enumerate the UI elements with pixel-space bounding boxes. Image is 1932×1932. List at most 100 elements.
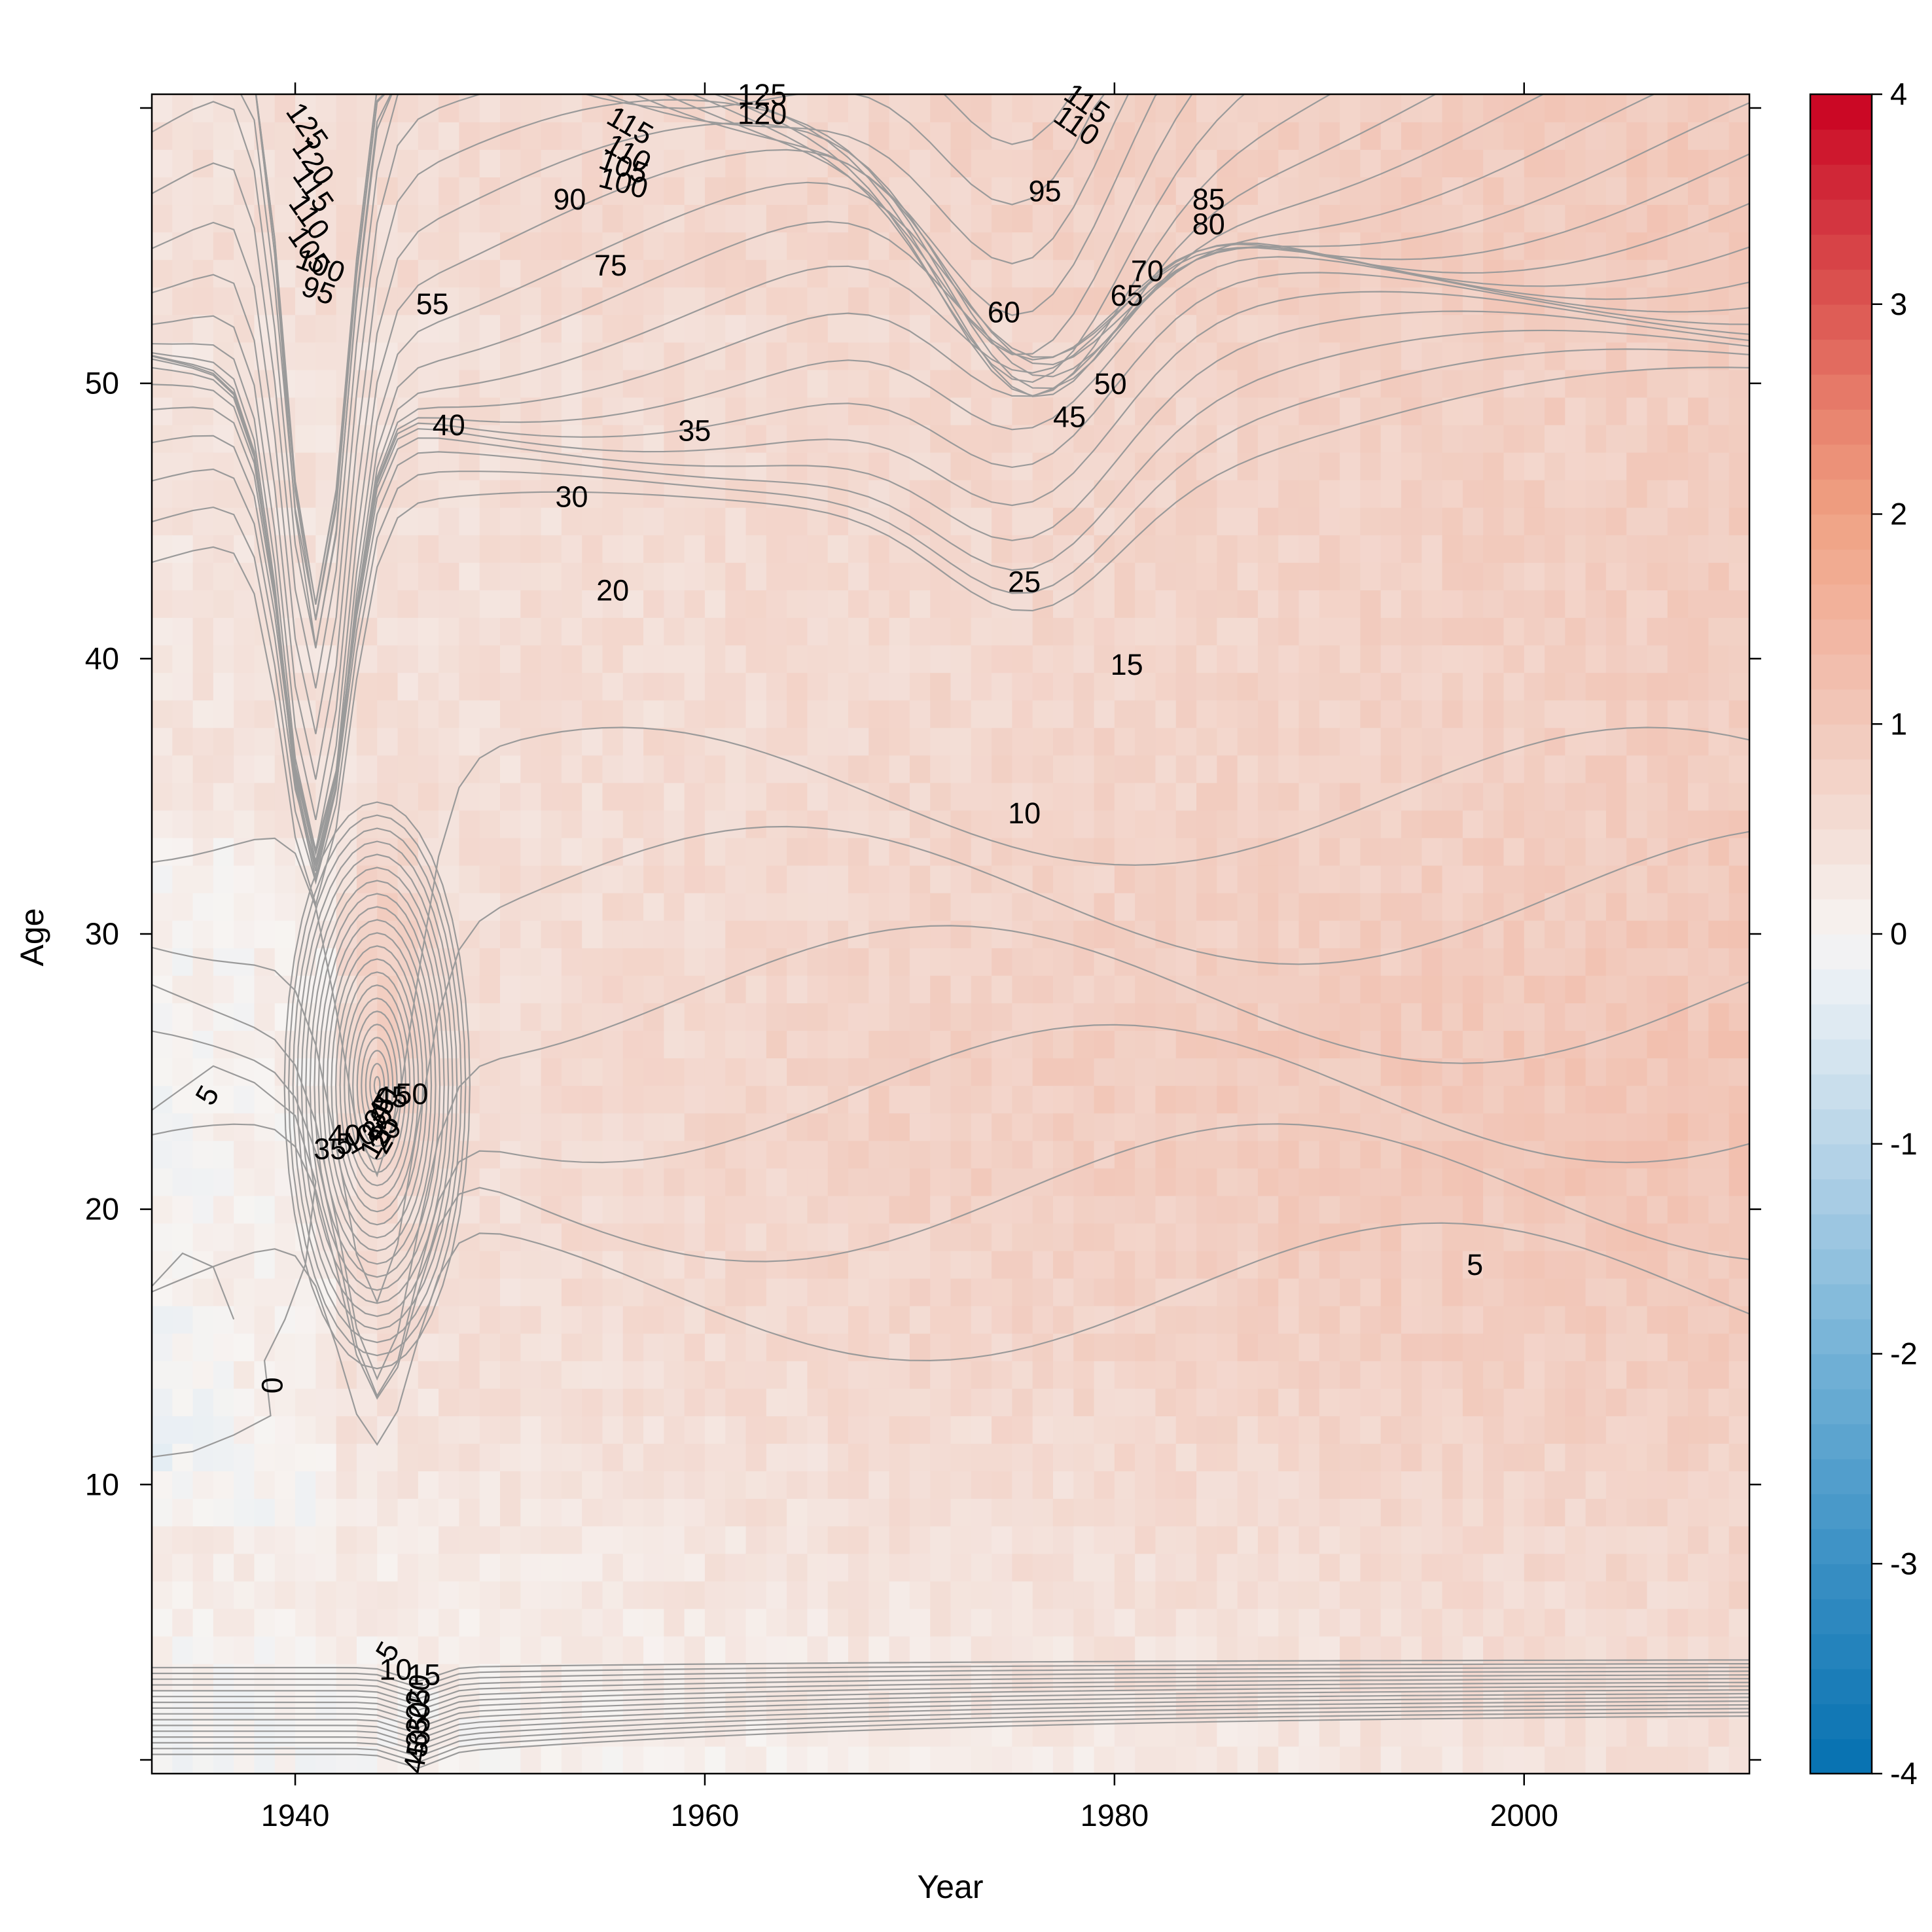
contour-line (331, 945, 424, 1226)
heatmap-cell (1462, 1305, 1484, 1334)
heatmap-cell (254, 314, 276, 343)
heatmap-cell (1524, 507, 1545, 535)
heatmap-cell (1565, 727, 1586, 756)
heatmap-cell (1688, 1416, 1709, 1444)
heatmap-cell (1094, 1388, 1115, 1416)
heatmap-cell (766, 1003, 787, 1031)
heatmap-cell (254, 1636, 276, 1664)
heatmap-cell (1422, 645, 1443, 673)
heatmap-cell (1647, 782, 1668, 811)
heatmap-cell (807, 1526, 829, 1554)
heatmap-cell (602, 314, 624, 343)
heatmap-cell (172, 590, 194, 618)
heatmap-cell (1688, 755, 1709, 783)
heatmap-cell (704, 617, 726, 646)
heatmap-cell (766, 342, 787, 370)
heatmap-cell (1237, 1526, 1259, 1554)
heatmap-cell (1605, 1168, 1628, 1196)
heatmap-cell (1708, 204, 1730, 233)
heatmap-cell (725, 232, 747, 260)
heatmap-cell (213, 1471, 234, 1499)
heatmap-cell (315, 1690, 337, 1719)
heatmap-cell (1032, 1388, 1054, 1416)
heatmap-cell (1052, 920, 1075, 948)
heatmap-cell (500, 617, 522, 646)
heatmap-cell (1257, 1168, 1279, 1196)
heatmap-cell (1135, 1250, 1156, 1279)
colorbar-tick-label: 2 (1890, 497, 1907, 531)
heatmap-cell (1094, 755, 1115, 783)
heatmap-cell (971, 865, 992, 893)
heatmap-cell (1401, 1745, 1423, 1774)
heatmap-cell (1585, 149, 1607, 177)
heatmap-cell (274, 1690, 296, 1719)
contour-line (152, 94, 1245, 649)
heatmap-cell (1032, 507, 1054, 535)
heatmap-cell (1667, 1471, 1689, 1499)
heatmap-cell (807, 1140, 829, 1169)
heatmap-cell (438, 535, 460, 563)
heatmap-cell (1565, 1581, 1586, 1609)
heatmap-cell (766, 700, 787, 728)
heatmap-cell (1094, 892, 1115, 921)
heatmap-cell (1032, 782, 1054, 811)
heatmap-cell (1196, 1718, 1218, 1747)
heatmap-cell (397, 1416, 419, 1444)
heatmap-cell (1298, 1388, 1320, 1416)
heatmap-cell (1237, 1553, 1259, 1582)
heatmap-cell (1135, 700, 1156, 728)
heatmap-cell (664, 1526, 685, 1554)
heatmap-cell (1503, 507, 1525, 535)
colorbar-segment (1810, 1249, 1872, 1285)
heatmap-cell (152, 672, 173, 701)
heatmap-cell (1257, 727, 1279, 756)
heatmap-cell (1667, 94, 1689, 122)
heatmap-cell (1135, 369, 1156, 398)
heatmap-cell (1114, 1250, 1136, 1279)
heatmap-cell (1012, 232, 1033, 260)
heatmap-cell (213, 1333, 234, 1361)
heatmap-cell (1196, 1085, 1218, 1114)
heatmap-cell (971, 1223, 992, 1251)
heatmap-cell (992, 1718, 1013, 1747)
heatmap-cell (1462, 1526, 1484, 1554)
heatmap-cell (848, 452, 870, 480)
heatmap-cell (1708, 1030, 1730, 1059)
heatmap-cell (541, 369, 562, 398)
heatmap-cell (1094, 232, 1115, 260)
heatmap-cell (745, 1140, 767, 1169)
heatmap-cell (1380, 452, 1402, 480)
heatmap-cell (152, 149, 173, 177)
heatmap-cell (909, 1526, 931, 1554)
heatmap-cell (1114, 837, 1136, 866)
heatmap-cell (1114, 1195, 1136, 1224)
heatmap-cell (1462, 314, 1484, 343)
heatmap-cell (1401, 865, 1423, 893)
heatmap-cell (1708, 452, 1730, 480)
heatmap-cell (745, 535, 767, 563)
heatmap-cell (725, 645, 747, 673)
heatmap-cell (704, 948, 726, 976)
heatmap-cell (1073, 1471, 1095, 1499)
heatmap-cell (1278, 479, 1300, 508)
heatmap-cell (500, 177, 522, 206)
heatmap-cell (1585, 1416, 1607, 1444)
heatmap-cell (1585, 1058, 1607, 1086)
heatmap-cell (684, 232, 706, 260)
heatmap-cell (992, 892, 1013, 921)
heatmap-cell (356, 1443, 378, 1472)
heatmap-cell (1483, 590, 1505, 618)
heatmap-cell (1565, 810, 1586, 838)
heatmap-cell (582, 755, 603, 783)
heatmap-cell (561, 672, 582, 701)
colorbar-tick-label: 0 (1890, 916, 1907, 951)
heatmap-cell (582, 369, 603, 398)
heatmap-cell (1360, 314, 1382, 343)
heatmap-cell (1422, 727, 1443, 756)
heatmap-cell (1483, 397, 1505, 425)
heatmap-cell (1483, 177, 1505, 206)
heatmap-cell (192, 755, 214, 783)
heatmap-cell (930, 1140, 952, 1169)
contour-label: 90 (553, 183, 586, 216)
heatmap-cell (213, 1608, 234, 1637)
